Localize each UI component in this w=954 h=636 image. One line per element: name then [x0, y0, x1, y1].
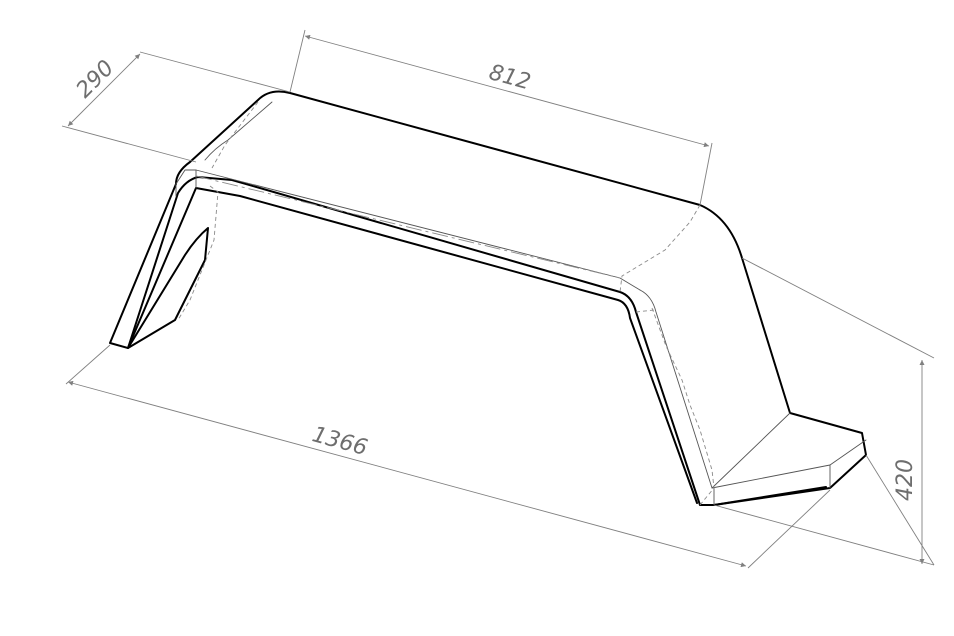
top-front-tangent: [211, 101, 259, 169]
rear-top-tangent: [619, 204, 701, 293]
rear-leg-inner-edge: [639, 289, 791, 489]
dimension-width: 290: [61, 51, 291, 163]
front-leg-side-edge: [175, 169, 197, 197]
underside-inner-edge: [195, 187, 698, 504]
fender-body: [109, 90, 867, 506]
front-leg-inner-edge: [127, 227, 209, 349]
dimension-overall-length: 1366: [65, 344, 831, 569]
dimension-top-length: 812: [289, 29, 713, 206]
rear-foot-top-edge: [711, 439, 867, 489]
top-inner-fold-edge: [204, 101, 273, 161]
rear-foot-bottom-edge: [713, 486, 827, 506]
fender-outer-outline: [109, 90, 867, 506]
dimension-812-label: 812: [486, 60, 533, 95]
dimension-290-label: 290: [72, 56, 119, 103]
front-leg-front-edge: [127, 187, 197, 349]
front-leg-hidden-edge: [177, 185, 219, 321]
dimension-height: 420: [713, 257, 935, 566]
rear-leg-side-tangent: [635, 309, 715, 506]
dimension-420-label: 420: [893, 459, 918, 501]
fender-center-line: [195, 175, 621, 279]
rear-foot-side-edge: [713, 464, 831, 506]
